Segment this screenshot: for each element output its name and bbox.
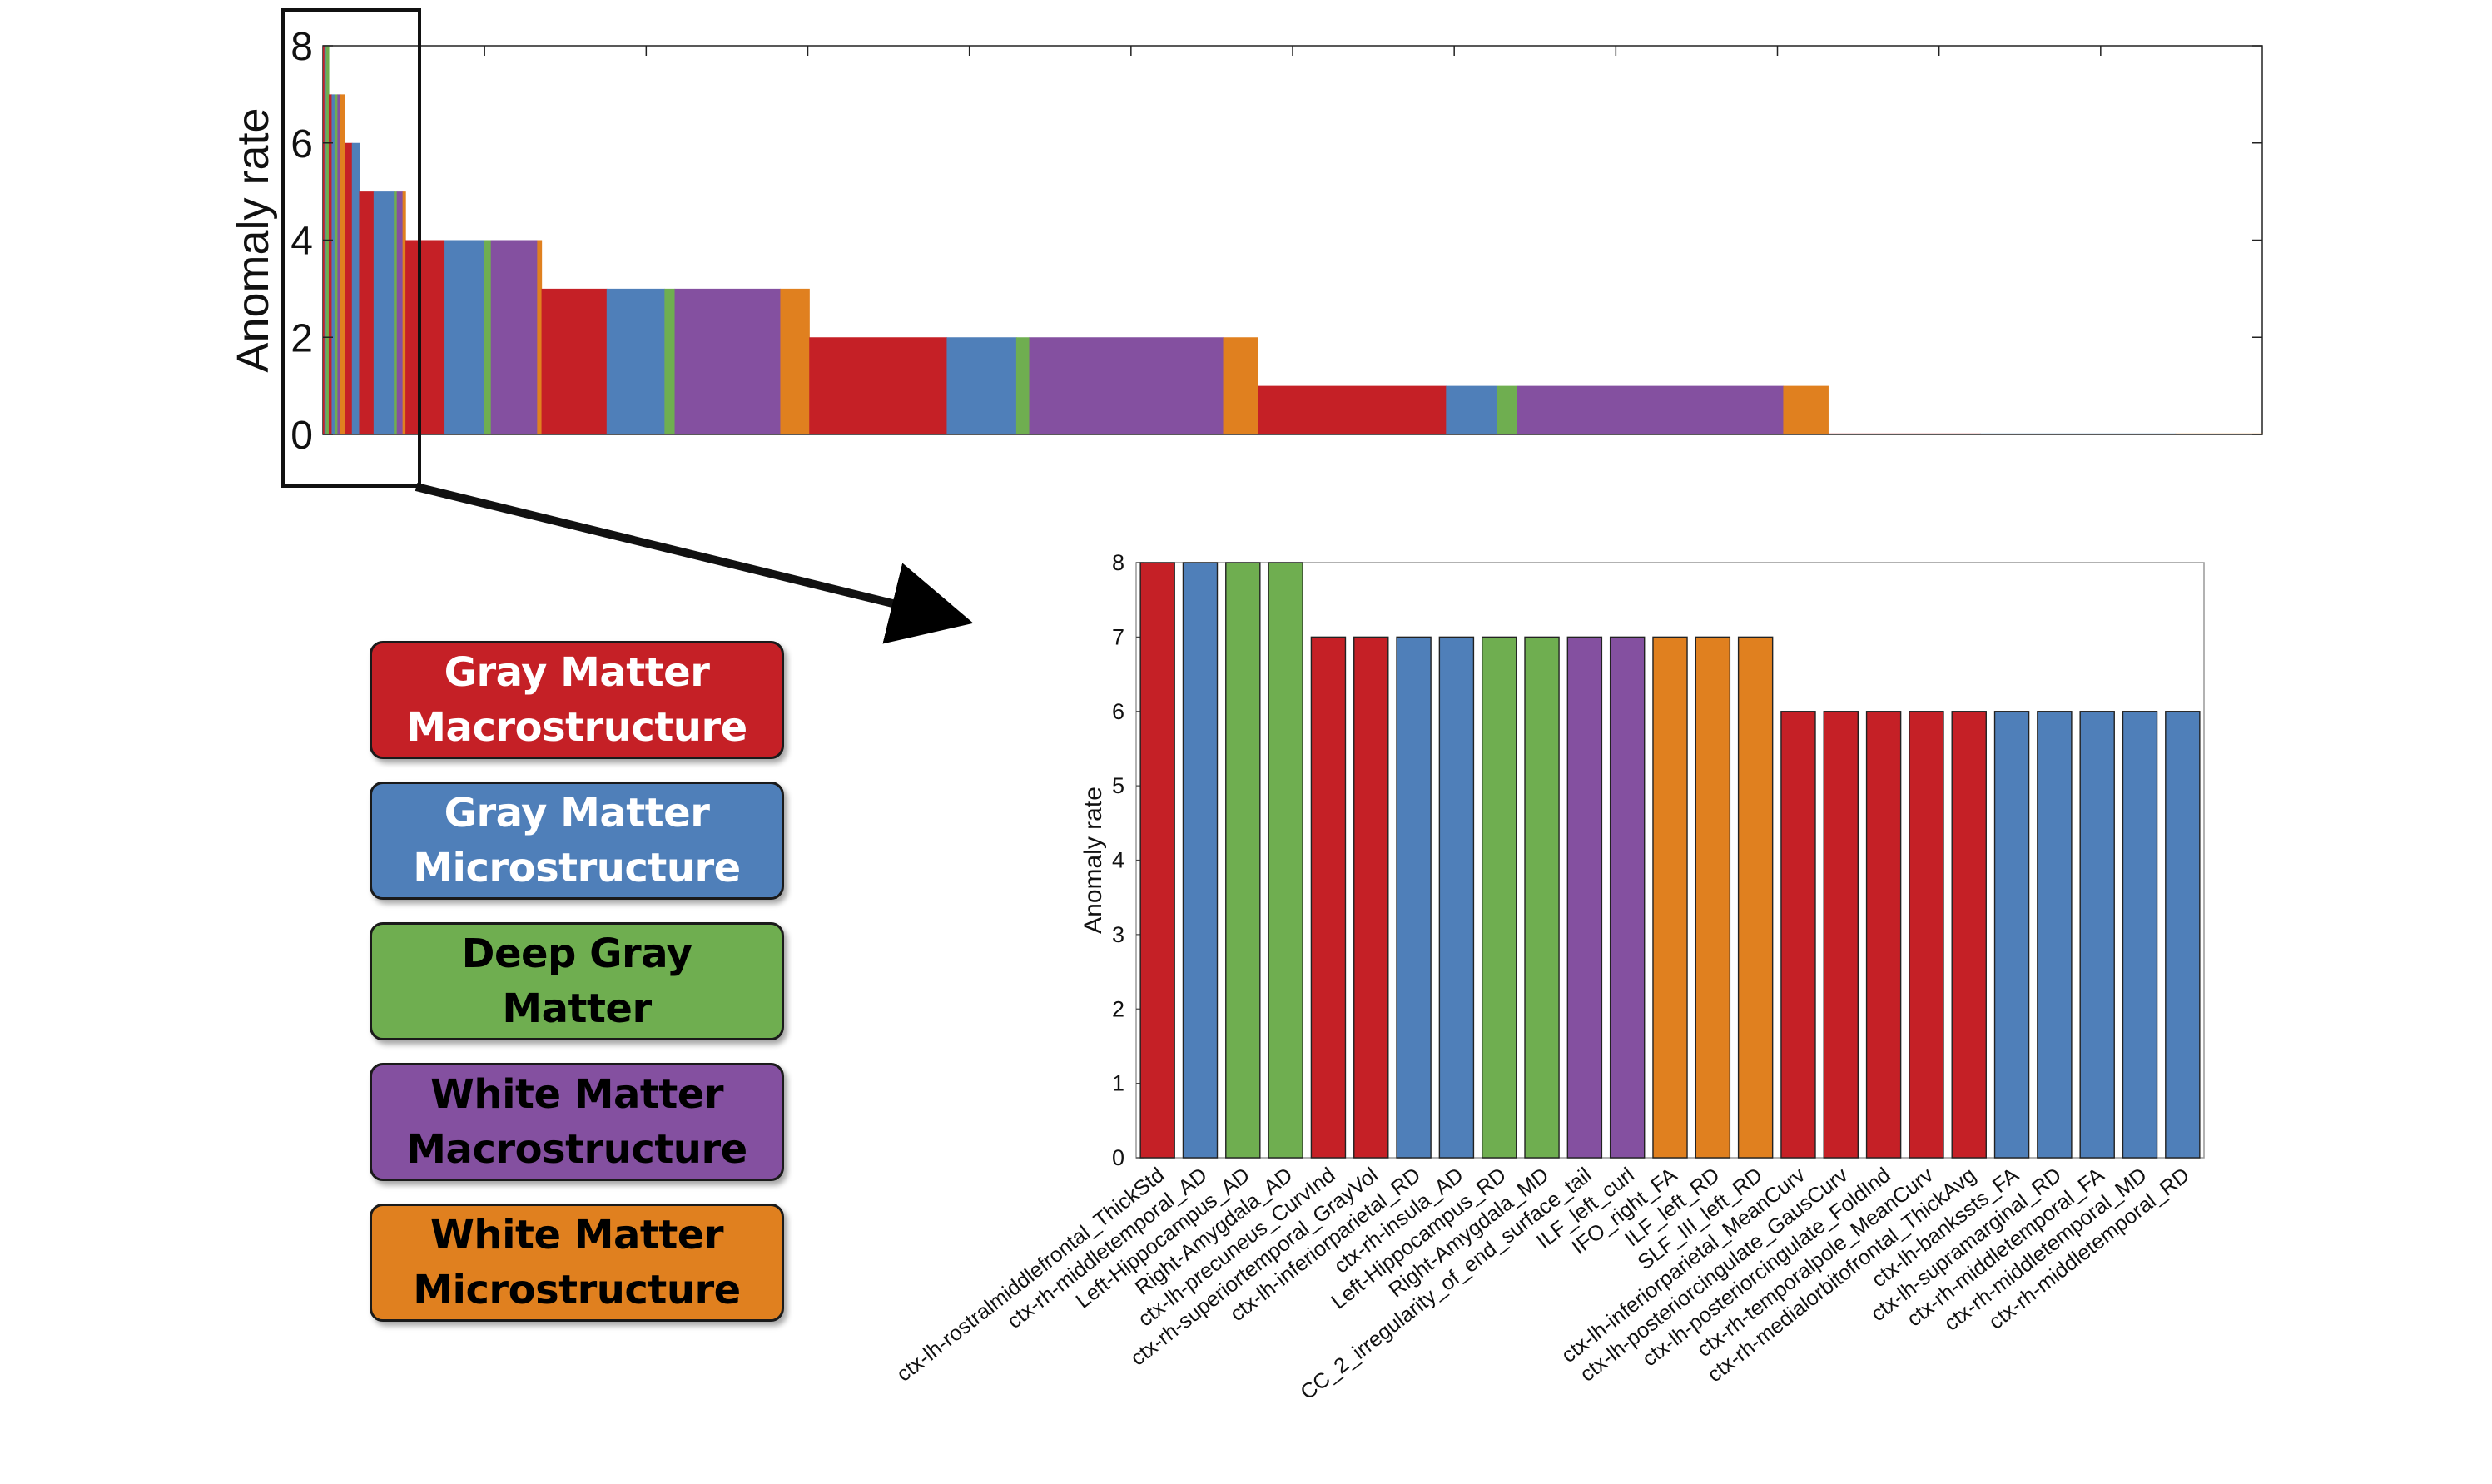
bar-segment <box>1446 385 1497 434</box>
bar <box>1951 711 1987 1159</box>
legend-white-matter-microstructure: White Matter Microstructure <box>370 1204 784 1322</box>
legend-label-line2: Microstructure <box>413 1267 741 1313</box>
bar-segment <box>444 240 484 434</box>
bar-segment <box>1783 385 1829 434</box>
bar <box>1993 711 2030 1159</box>
legend-label-line2: Macrostructure <box>406 1126 747 1173</box>
legend-label-line1: White Matter <box>429 1071 724 1118</box>
bar <box>2122 711 2158 1159</box>
y-tick-label: 2 <box>290 316 313 360</box>
category-legend: Gray Matter Macrostructure Gray Matter M… <box>370 641 787 1344</box>
bar <box>1353 636 1389 1159</box>
legend-gray-matter-macrostructure: Gray Matter Macrostructure <box>370 641 784 759</box>
bar <box>2165 711 2201 1159</box>
y-axis-label: Anomaly rate <box>1080 787 1107 934</box>
bar <box>1909 711 1944 1159</box>
bar-segment <box>334 94 338 434</box>
y-tick-label: 4 <box>1112 848 1124 873</box>
legend-white-matter-macrostructure: White Matter Macrostructure <box>370 1063 784 1181</box>
zoom-selection-box <box>281 8 421 488</box>
bar-segment <box>1258 385 1447 434</box>
bar-segment <box>373 191 395 434</box>
bar <box>1823 711 1859 1159</box>
bar-segment <box>1223 337 1258 434</box>
bar <box>1182 562 1219 1159</box>
legend-label-line1: Deep Gray <box>461 931 692 977</box>
bar-segment <box>490 240 538 434</box>
bar <box>1566 636 1603 1159</box>
y-tick-label: 5 <box>1112 773 1124 798</box>
y-tick-label: 0 <box>290 414 313 458</box>
bar-segment <box>396 191 404 434</box>
overview-bar-chart: 0 2 4 6 8 Anomaly rate <box>228 25 2263 458</box>
detail-bar-chart: 012345678ctx-lh-rostralmiddlefrontal_Thi… <box>892 550 2205 1405</box>
bar-segment <box>340 94 345 434</box>
zoom-arrow <box>415 483 974 644</box>
bar <box>1225 562 1261 1159</box>
y-tick-label: 7 <box>1112 624 1124 649</box>
bar-segment <box>1015 337 1030 434</box>
legend-label-line2: Macrostructure <box>406 704 747 751</box>
bar <box>1481 636 1517 1159</box>
legend-label-line2: Microstructure <box>413 845 741 891</box>
bar-segment <box>484 240 492 434</box>
bar <box>1396 636 1432 1159</box>
legend-gray-matter-microstructure: Gray Matter Microstructure <box>370 782 784 900</box>
bar-segment <box>1497 385 1518 434</box>
bar-segment <box>394 191 398 434</box>
bar-segment <box>402 191 406 434</box>
bar-segment <box>328 94 333 434</box>
legend-label-line1: White Matter <box>429 1212 724 1258</box>
bar <box>2037 711 2073 1159</box>
bar <box>1780 711 1816 1159</box>
bar <box>1310 636 1347 1159</box>
bar-segment <box>1517 385 1785 434</box>
bar <box>1438 636 1475 1159</box>
legend-deep-gray-matter: Deep Gray Matter <box>370 922 784 1040</box>
bar-segment <box>331 94 335 434</box>
y-tick-label: 0 <box>1112 1145 1124 1170</box>
y-tick-label: 8 <box>1112 550 1124 575</box>
y-tick-label: 3 <box>1112 922 1124 947</box>
bar-segment <box>606 288 665 434</box>
bar <box>1737 636 1774 1159</box>
bar-segment <box>537 240 543 434</box>
y-tick-label: 4 <box>290 220 313 264</box>
legend-label-line1: Gray Matter <box>444 790 710 836</box>
bar <box>1695 636 1731 1159</box>
legend-label-line1: Gray Matter <box>444 649 710 696</box>
legend-label-line2: Matter <box>502 985 652 1032</box>
bar <box>1865 711 1902 1159</box>
bar-segment <box>541 288 608 434</box>
bar-segment <box>1029 337 1224 434</box>
zoom-callout <box>281 8 974 644</box>
bar-segment <box>359 191 375 434</box>
bar-segment <box>351 142 360 434</box>
bar-segment <box>780 288 810 434</box>
bar <box>1139 562 1175 1159</box>
bar-segment <box>809 337 948 434</box>
bar <box>1524 636 1560 1159</box>
bar <box>2079 711 2115 1159</box>
bar-segment <box>345 142 353 434</box>
y-axis-label: Anomaly rate <box>228 107 278 372</box>
y-tick-label: 8 <box>290 25 313 69</box>
bar <box>1652 636 1688 1159</box>
bar-segment <box>946 337 1017 434</box>
y-tick-label: 6 <box>290 122 313 166</box>
bar <box>1268 562 1303 1159</box>
y-tick-label: 1 <box>1112 1071 1124 1096</box>
bar <box>1609 636 1646 1159</box>
y-tick-label: 2 <box>1112 996 1124 1021</box>
y-tick-label: 6 <box>1112 699 1124 724</box>
bar-segment <box>337 94 341 434</box>
bar-segment <box>405 240 445 434</box>
bar-segment <box>674 288 782 434</box>
bar-segment <box>664 288 676 434</box>
